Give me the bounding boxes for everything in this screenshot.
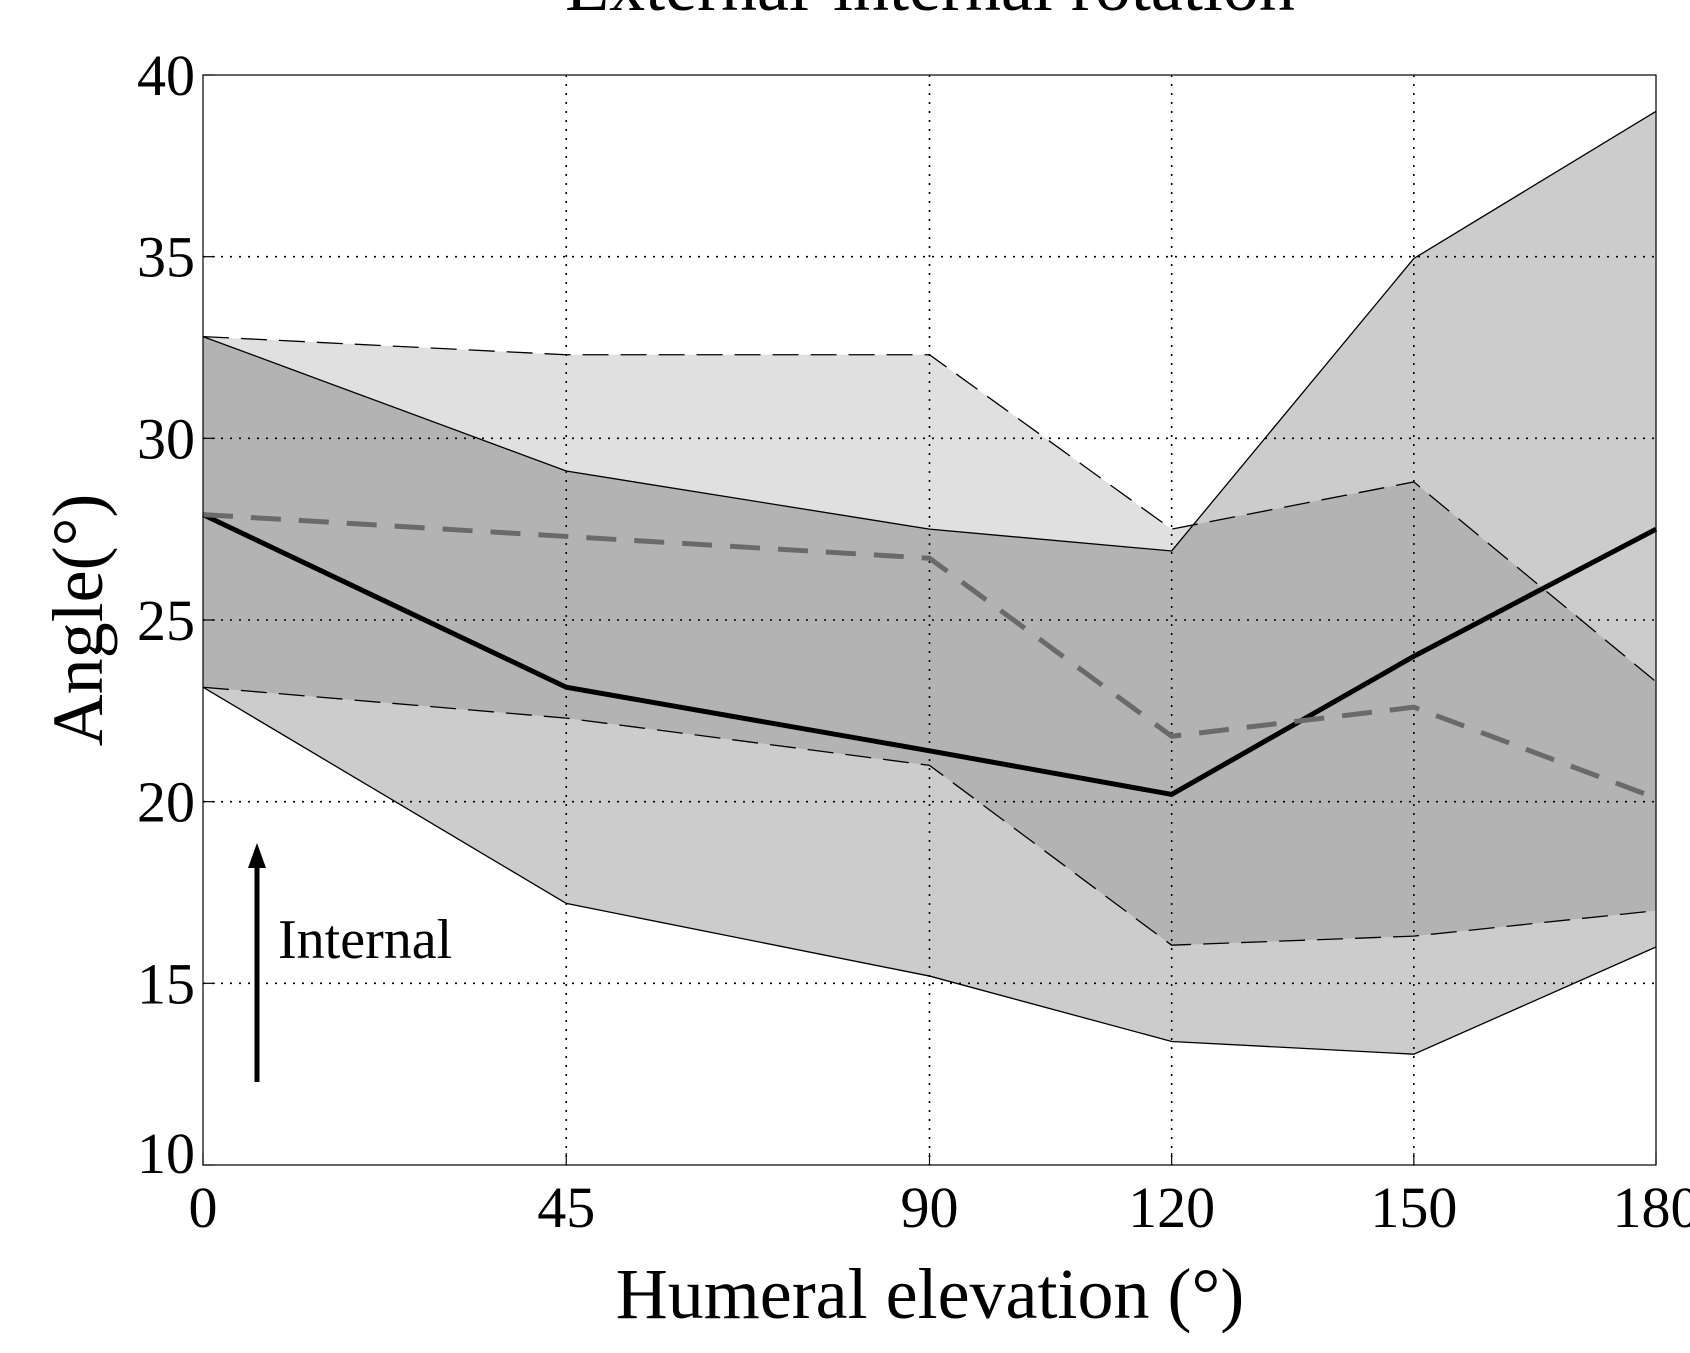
y-tick-label: 15 bbox=[137, 951, 195, 1016]
x-axis-label: Humeral elevation (°) bbox=[616, 1254, 1245, 1334]
y-tick-label: 30 bbox=[137, 406, 195, 471]
arrowhead-icon bbox=[248, 843, 266, 868]
y-tick-label: 25 bbox=[137, 588, 195, 653]
mean-solid-line bbox=[201, 512, 1658, 798]
x-tick-label: 0 bbox=[189, 1175, 218, 1240]
chart-title: External-internal rotation bbox=[565, 0, 1295, 26]
x-tick-label: 120 bbox=[1128, 1175, 1215, 1240]
y-axis-label: Angle(°) bbox=[38, 494, 118, 747]
x-tick-label: 45 bbox=[537, 1175, 595, 1240]
y-tick-label: 35 bbox=[137, 225, 195, 290]
y-tick-label: 40 bbox=[137, 43, 195, 108]
x-tick-label: 180 bbox=[1613, 1175, 1690, 1240]
y-tick-label: 20 bbox=[137, 770, 195, 835]
band-solid-lower-edge bbox=[202, 686, 1657, 1055]
band-dashed-upper-edge bbox=[202, 335, 1657, 683]
band-dashed-lower-edge bbox=[202, 686, 1657, 946]
internal-annotation: Internal bbox=[248, 843, 452, 1082]
band-dashed-fill bbox=[203, 336, 1656, 946]
x-tick-label: 150 bbox=[1370, 1175, 1457, 1240]
y-tick-label: 10 bbox=[137, 1121, 195, 1186]
internal-label: Internal bbox=[278, 909, 452, 971]
band-solid-upper-edge bbox=[202, 110, 1657, 552]
mean-dashed-line bbox=[202, 512, 1657, 801]
x-tick-label: 90 bbox=[901, 1175, 959, 1240]
